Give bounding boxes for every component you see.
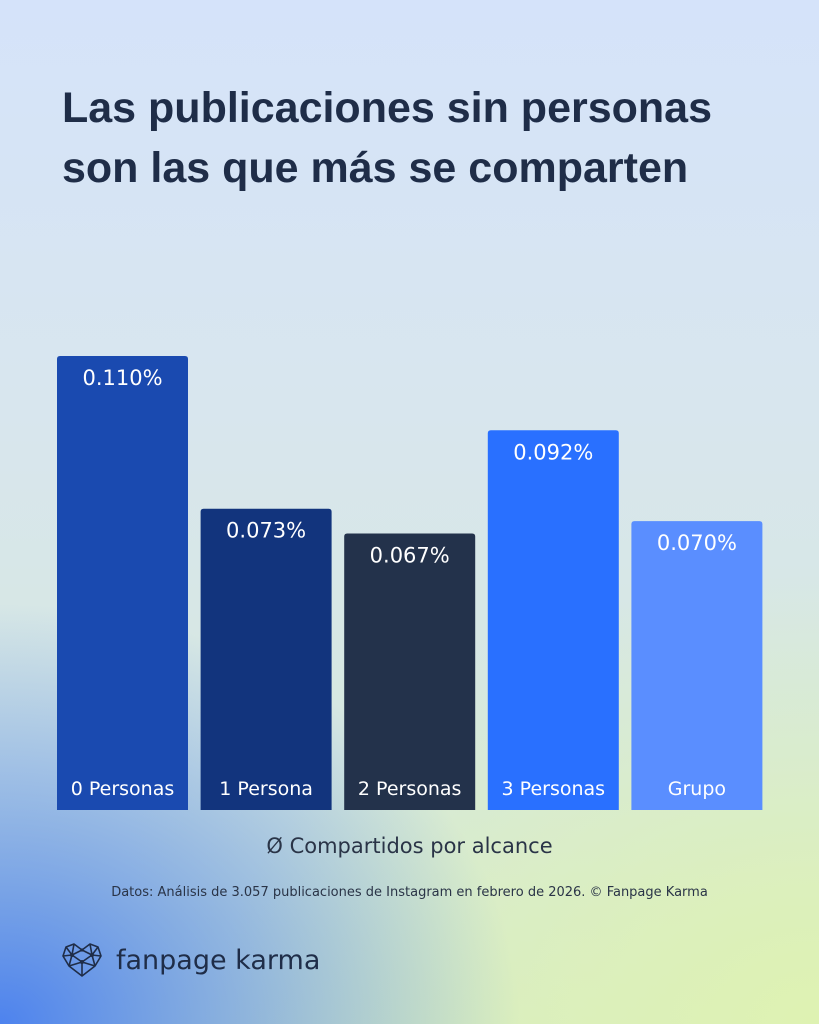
logo-text: fanpage karma <box>116 944 321 976</box>
bar-2 <box>344 533 476 810</box>
data-label: 0.073% <box>226 519 306 543</box>
category-label: 1 Persona <box>219 778 313 800</box>
bar-0 <box>57 356 188 810</box>
bar-3 <box>487 430 619 810</box>
bar-1 <box>200 508 332 810</box>
category-label: 2 Personas <box>358 778 462 800</box>
category-label: 3 Personas <box>502 778 606 800</box>
data-label: 0.092% <box>513 440 593 464</box>
fanpage-karma-logo: fanpage karma <box>62 942 320 978</box>
category-label: Grupo <box>668 778 726 800</box>
data-label: 0.070% <box>657 531 737 555</box>
data-label: 0.067% <box>370 543 450 567</box>
source-note: Datos: Análisis de 3.057 publicaciones d… <box>111 885 708 900</box>
bar-4 <box>631 521 763 810</box>
data-label: 0.110% <box>82 366 162 390</box>
x-axis-label: Ø Compartidos por alcance <box>266 834 553 858</box>
category-label: 0 Personas <box>71 778 175 800</box>
chart-title: Las publicaciones sin personas son las q… <box>62 84 712 192</box>
polygon-heart-icon <box>62 943 102 977</box>
